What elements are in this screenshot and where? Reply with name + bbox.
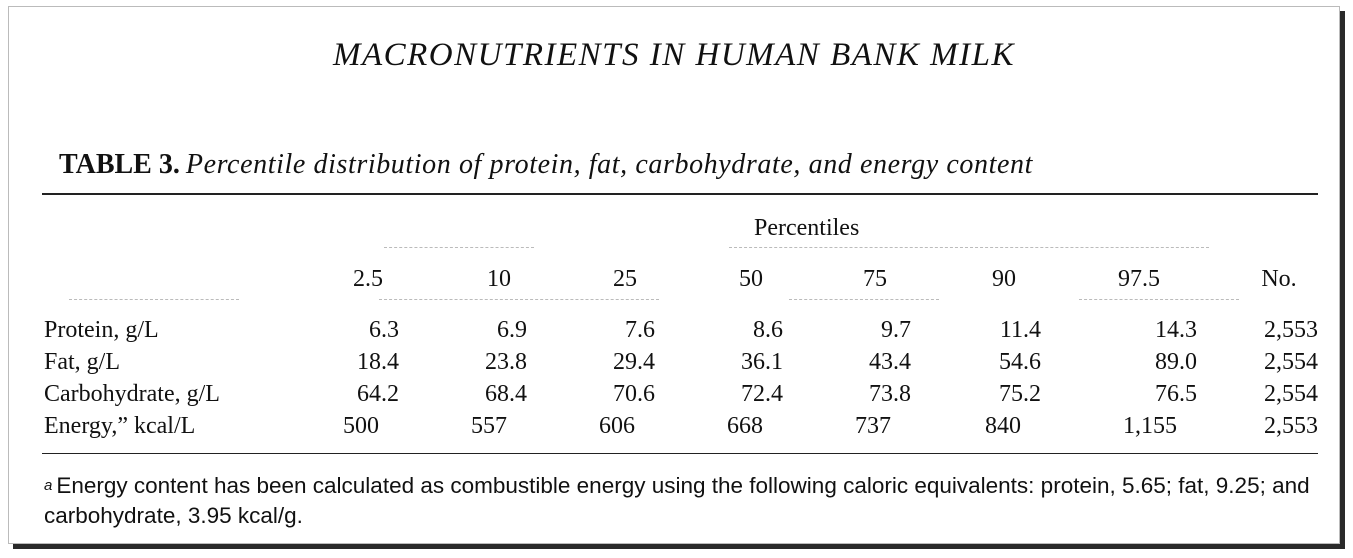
table-cell: 2,553: [1264, 413, 1318, 439]
table-row: Protein, g/L 6.3 6.9 7.6 8.6 9.7 11.4 14…: [9, 317, 1339, 349]
spanner-line: [69, 299, 239, 300]
column-header-25: 25: [613, 266, 637, 292]
table-cell: 76.5: [1155, 381, 1197, 407]
table-caption: TABLE 3. Percentile distribution of prote…: [59, 149, 1033, 181]
table-cell: 11.4: [999, 317, 1041, 343]
row-label: Fat, g/L: [44, 349, 120, 375]
table-cell: 89.0: [1155, 349, 1197, 375]
spanner-line: [379, 299, 659, 300]
table-cell: 18.4: [357, 349, 399, 375]
footnote-mark: a: [44, 477, 53, 494]
table-cell: 6.9: [497, 317, 527, 343]
table-cell: 36.1: [741, 349, 783, 375]
column-header-75: 75: [863, 266, 887, 292]
table-cell: 668: [727, 413, 763, 439]
row-label: Carbohydrate, g/L: [44, 381, 220, 407]
table-cell: 1,155: [1123, 413, 1177, 439]
table-cell: 73.8: [869, 381, 911, 407]
spanner-line: [1079, 299, 1239, 300]
table-cell: 606: [599, 413, 635, 439]
document-page: MACRONUTRIENTS IN HUMAN BANK MILK TABLE …: [8, 6, 1340, 544]
column-header-50: 50: [739, 266, 763, 292]
running-head: MACRONUTRIENTS IN HUMAN BANK MILK: [332, 37, 1015, 73]
table-cell: 9.7: [881, 317, 911, 343]
row-label: Energy,” kcal/L: [44, 413, 196, 439]
table-cell: 557: [471, 413, 507, 439]
footnote-text: Energy content has been calculated as co…: [44, 473, 1310, 528]
table-cell: 64.2: [357, 381, 399, 407]
column-header-10: 10: [487, 266, 511, 292]
table-cell: 23.8: [485, 349, 527, 375]
spanner-line: [384, 247, 534, 248]
table-cell: 6.3: [369, 317, 399, 343]
percentiles-header: Percentiles: [754, 215, 860, 241]
table-cell: 29.4: [613, 349, 655, 375]
column-header-2-5: 2.5: [353, 266, 383, 292]
table-cell: 14.3: [1155, 317, 1197, 343]
table-row: Fat, g/L 18.4 23.8 29.4 36.1 43.4 54.6 8…: [9, 349, 1339, 381]
table-row: Energy,” kcal/L 500 557 606 668 737 840 …: [9, 413, 1339, 445]
spanner-line: [789, 299, 939, 300]
table-cell: 8.6: [753, 317, 783, 343]
column-header-97-5: 97.5: [1118, 266, 1160, 292]
table-footnote: a Energy content has been calculated as c…: [44, 471, 1324, 531]
column-header-no: No.: [1261, 266, 1297, 292]
table-cell: 72.4: [741, 381, 783, 407]
table-cell: 2,553: [1264, 317, 1318, 343]
bottom-rule: [42, 453, 1318, 454]
table-cell: 75.2: [999, 381, 1041, 407]
table-cell: 737: [855, 413, 891, 439]
table-cell: 43.4: [869, 349, 911, 375]
table-caption-text: Percentile distribution of protein, fat,…: [185, 149, 1033, 180]
table-cell: 2,554: [1264, 349, 1318, 375]
table-cell: 70.6: [613, 381, 655, 407]
table-cell: 68.4: [485, 381, 527, 407]
row-label: Protein, g/L: [44, 317, 159, 343]
table-label: TABLE 3.: [59, 149, 180, 180]
table-cell: 840: [985, 413, 1021, 439]
table-cell: 7.6: [625, 317, 655, 343]
column-header-90: 90: [992, 266, 1016, 292]
table-cell: 54.6: [999, 349, 1041, 375]
table-cell: 500: [343, 413, 379, 439]
table-row: Carbohydrate, g/L 64.2 68.4 70.6 72.4 73…: [9, 381, 1339, 413]
table-cell: 2,554: [1264, 381, 1318, 407]
spanner-line: [729, 247, 1209, 248]
top-rule: [42, 193, 1318, 195]
